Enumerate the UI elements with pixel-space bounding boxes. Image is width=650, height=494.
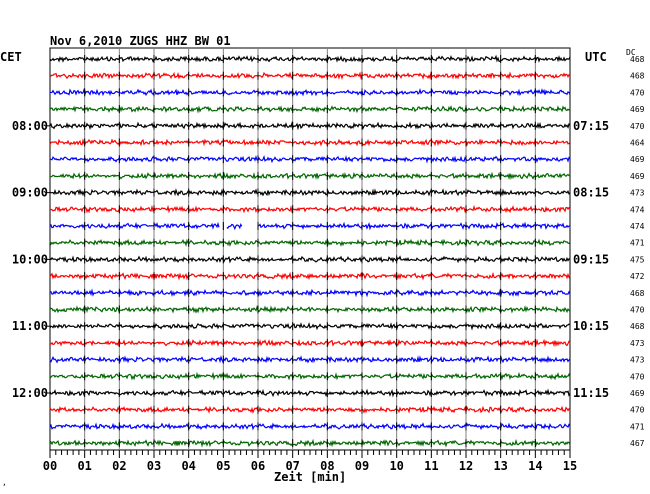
x-tick-label: 15: [563, 459, 577, 473]
left-hour-label: 10:00: [12, 252, 48, 266]
trace-line: [49, 271, 571, 281]
x-tick-label: 03: [147, 459, 161, 473]
left-hour-label: 11:00: [12, 319, 48, 333]
x-tick-label: 04: [181, 459, 195, 473]
dc-value-label: 471: [630, 422, 645, 431]
x-tick-label: 13: [493, 459, 507, 473]
trace-line: [49, 422, 571, 431]
trace-line: [49, 105, 571, 114]
x-tick-label: 02: [112, 459, 126, 473]
trace-line: [49, 204, 571, 214]
dc-value-label: 470: [630, 406, 645, 415]
dc-value-label: 468: [630, 289, 645, 298]
trace-line: [49, 171, 571, 181]
trace-line: [49, 70, 571, 80]
x-axis-label: Zeit [min]: [274, 470, 347, 484]
dc-value-label: 474: [630, 222, 645, 231]
trace-line: [49, 87, 571, 97]
dc-value-label: 472: [630, 272, 645, 281]
trace-line: [49, 355, 571, 364]
dc-value-label: 473: [630, 339, 645, 348]
x-tick-label: 09: [355, 459, 369, 473]
right-hour-label: 11:15: [573, 386, 609, 400]
dc-value-label: 469: [630, 105, 645, 114]
dc-value-label: 469: [630, 389, 645, 398]
trace-line: [49, 288, 571, 298]
dc-value-label: 471: [630, 239, 645, 248]
left-hour-label: 12:00: [12, 386, 48, 400]
trace-line: [49, 138, 571, 147]
dc-value-label: 473: [630, 356, 645, 365]
dc-value-label: 470: [630, 306, 645, 315]
corner-mark: ‚: [2, 478, 7, 487]
trace-line: [49, 321, 571, 331]
x-tick-label: 01: [77, 459, 91, 473]
dc-value-label: 470: [630, 372, 645, 381]
trace-line: [49, 238, 571, 248]
trace-line: [49, 188, 571, 197]
trace-line: [49, 255, 571, 264]
x-tick-label: 05: [216, 459, 230, 473]
trace-line: [49, 405, 571, 415]
dc-value-label: 469: [630, 155, 645, 164]
right-timezone-label: UTC: [585, 50, 607, 64]
trace-line: [49, 54, 571, 64]
x-tick-label: 00: [43, 459, 57, 473]
dc-value-label: 464: [630, 139, 645, 148]
dc-value-label: 467: [630, 439, 645, 448]
x-tick-label: 14: [528, 459, 542, 473]
dc-value-label: 469: [630, 172, 645, 181]
right-hour-label: 08:15: [573, 186, 609, 200]
trace-line: [49, 154, 571, 164]
trace-line: [49, 388, 571, 398]
dc-value-label: 470: [630, 122, 645, 131]
dc-column-label: DC: [626, 48, 636, 57]
trace-line: [257, 221, 571, 231]
right-hour-label: 09:15: [573, 252, 609, 266]
dc-value-label: 470: [630, 88, 645, 97]
trace-line: [49, 338, 571, 348]
x-tick-label: 06: [251, 459, 265, 473]
trace-line: [49, 371, 571, 381]
trace-line: [49, 221, 220, 230]
left-hour-label: 09:00: [12, 186, 48, 200]
right-hour-label: 07:15: [573, 119, 609, 133]
trace-line: [49, 120, 571, 131]
dc-value-label: 468: [630, 55, 645, 64]
x-tick-label: 08: [320, 459, 334, 473]
right-hour-label: 10:15: [573, 319, 609, 333]
trace-line: [226, 222, 243, 231]
dc-value-label: 473: [630, 189, 645, 198]
x-tick-label: 11: [424, 459, 438, 473]
dc-value-label: 475: [630, 255, 645, 264]
dc-value-label: 474: [630, 205, 645, 214]
trace-line: [49, 305, 571, 314]
x-tick-label: 10: [389, 459, 403, 473]
left-timezone-label: CET: [0, 50, 22, 64]
chart-title: Nov 6,2010 ZUGS HHZ BW 01: [50, 34, 231, 48]
left-hour-label: 08:00: [12, 119, 48, 133]
dc-value-label: 468: [630, 72, 645, 81]
x-tick-label: 12: [459, 459, 473, 473]
dc-value-label: 468: [630, 322, 645, 331]
x-tick-label: 07: [285, 459, 299, 473]
trace-line: [49, 438, 571, 448]
